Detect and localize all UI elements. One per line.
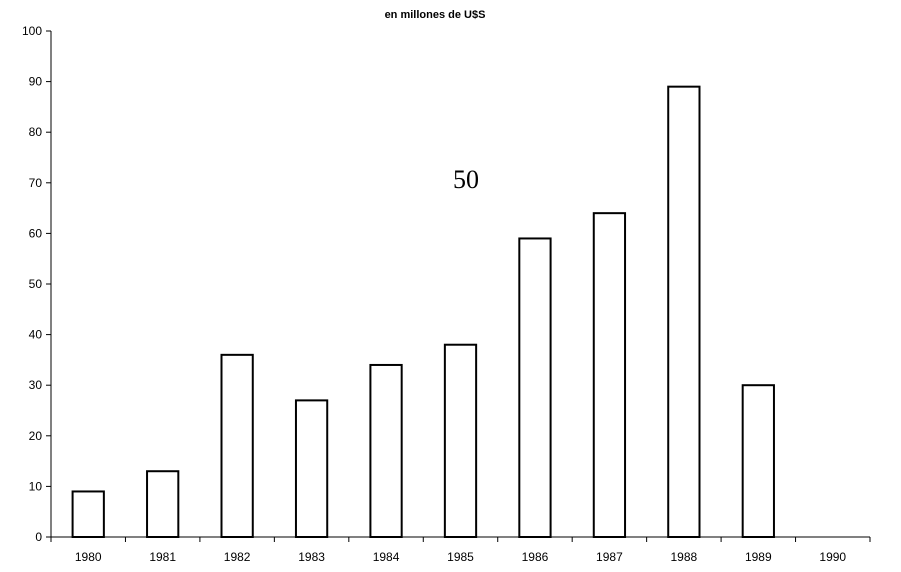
x-tick-label: 1988 bbox=[671, 550, 698, 564]
y-tick-label: 40 bbox=[29, 328, 43, 342]
x-tick-label: 1980 bbox=[75, 550, 102, 564]
y-tick-label: 0 bbox=[35, 530, 42, 544]
bar-1984 bbox=[369, 363, 403, 538]
bar-1983 bbox=[294, 399, 329, 538]
x-tick-label: 1982 bbox=[224, 550, 251, 564]
x-tick-label: 1985 bbox=[447, 550, 474, 564]
bar-1980 bbox=[71, 490, 105, 538]
y-tick-label: 80 bbox=[29, 125, 43, 139]
y-tick-label: 20 bbox=[29, 429, 43, 443]
x-tick-label: 1984 bbox=[373, 550, 400, 564]
y-tick-label: 50 bbox=[29, 277, 43, 291]
chart-annotation: 50 bbox=[453, 165, 479, 194]
y-tick-label: 60 bbox=[29, 226, 43, 240]
x-axis-ticks: 1980 1981 1982 1983 1984 1985 1986 1987 1988 1989… bbox=[50, 537, 871, 564]
bar-1987 bbox=[592, 212, 627, 538]
x-tick-label: 1990 bbox=[819, 550, 846, 564]
x-tick-label: 1981 bbox=[149, 550, 176, 564]
y-tick-label: 30 bbox=[29, 378, 43, 392]
bar-1982 bbox=[220, 353, 254, 538]
x-tick-label: 1989 bbox=[745, 550, 772, 564]
x-tick-label: 1987 bbox=[596, 550, 623, 564]
bar-1988 bbox=[667, 85, 701, 538]
bar-1981 bbox=[146, 470, 180, 538]
x-tick-label: 1986 bbox=[522, 550, 549, 564]
y-tick-label: 100 bbox=[22, 24, 42, 38]
bar-1986 bbox=[518, 237, 552, 539]
y-axis-ticks: 0 10 20 30 40 50 60 70 80 90 100 bbox=[22, 24, 51, 544]
y-tick-label: 10 bbox=[29, 479, 43, 493]
y-tick-label: 90 bbox=[29, 75, 43, 89]
chart-subtitle: en millones de U$S bbox=[385, 9, 486, 21]
y-tick-label: 70 bbox=[29, 176, 43, 190]
bar-series bbox=[71, 85, 775, 539]
x-tick-label: 1983 bbox=[298, 550, 325, 564]
bar-1989 bbox=[741, 384, 775, 539]
bar-1985 bbox=[443, 343, 478, 538]
